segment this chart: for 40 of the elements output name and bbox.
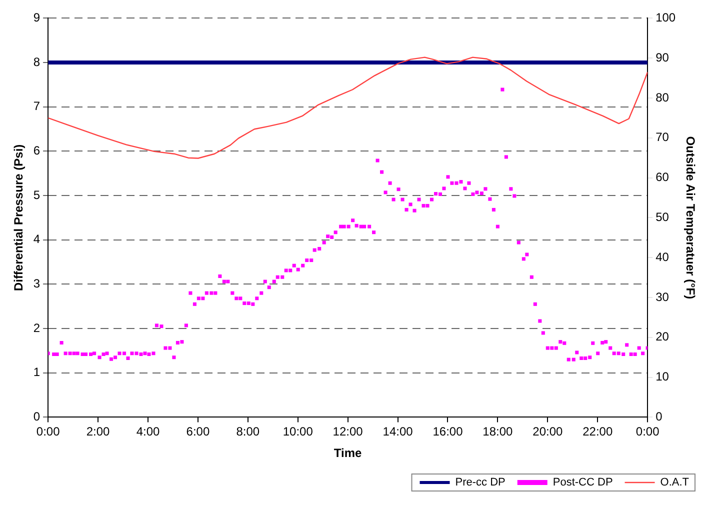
y2-tick-label: 70 bbox=[656, 130, 670, 144]
y2-tick-label: 60 bbox=[656, 170, 670, 184]
y2-tick-label: 90 bbox=[656, 50, 670, 64]
legend-label: O.A.T bbox=[660, 476, 690, 489]
y2-tick-label: 50 bbox=[656, 210, 670, 224]
x-tick-label: 4:00 bbox=[136, 424, 160, 439]
y-tick-label: 9 bbox=[33, 10, 40, 25]
x-tick-label: 20:00 bbox=[532, 424, 563, 439]
x-tick-label: 12:00 bbox=[332, 424, 364, 439]
x-tick-label: 14:00 bbox=[382, 424, 414, 439]
y2-axis-title: Outside Air Temperatuer (°F) bbox=[683, 136, 698, 300]
x-tick-label: 22:00 bbox=[582, 424, 613, 439]
y2-tick-label: 40 bbox=[656, 250, 670, 264]
x-axis-title: Time bbox=[334, 446, 362, 460]
y-tick-label: 8 bbox=[33, 54, 40, 69]
y-tick-label: 5 bbox=[33, 188, 40, 202]
x-tick-label: 6:00 bbox=[186, 424, 210, 439]
y2-tick-label: 80 bbox=[656, 90, 670, 104]
legend-label: Post-CC DP bbox=[552, 476, 613, 489]
y2-tick-label: 100 bbox=[656, 10, 676, 25]
y-axis-title: Differential Pressure (Psi) bbox=[12, 144, 26, 292]
x-tick-label: 18:00 bbox=[482, 424, 514, 439]
y2-tick-label: 20 bbox=[656, 330, 670, 344]
y-tick-label: 1 bbox=[33, 365, 40, 380]
x-tick-label: 2:00 bbox=[86, 424, 110, 439]
y-tick-label: 6 bbox=[33, 144, 40, 158]
y2-tick-label: 0 bbox=[656, 410, 663, 424]
x-tick-label: 16:00 bbox=[432, 424, 464, 439]
y-tick-label: 0 bbox=[33, 410, 40, 424]
x-tick-label: 0:00 bbox=[636, 424, 660, 439]
y2-tick-label: 30 bbox=[656, 290, 670, 304]
y2-tick-label: 10 bbox=[656, 370, 670, 384]
y-tick-label: 2 bbox=[33, 320, 40, 335]
legend-label: Pre-cc DP bbox=[455, 476, 506, 489]
y-tick-label: 3 bbox=[33, 276, 40, 291]
x-tick-label: 0:00 bbox=[36, 424, 60, 439]
x-tick-label: 10:00 bbox=[282, 424, 314, 439]
x-tick-label: 8:00 bbox=[236, 424, 260, 439]
y-tick-label: 7 bbox=[33, 99, 40, 114]
y-tick-label: 4 bbox=[33, 232, 40, 246]
